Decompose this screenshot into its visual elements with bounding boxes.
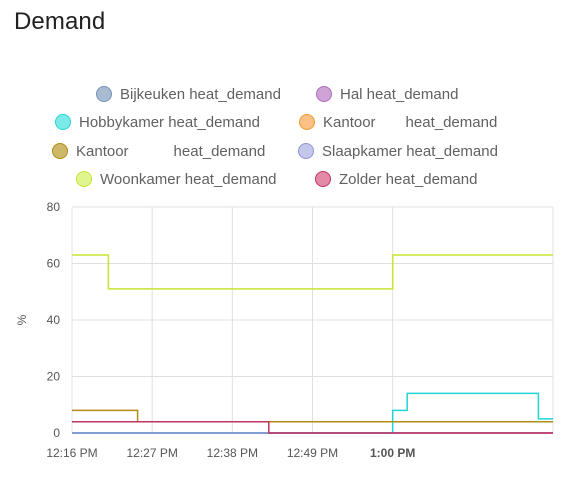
series-line (72, 254, 553, 290)
legend-label: Hobbykamer heat_demand (79, 113, 260, 131)
y-tick-label: 60 (47, 257, 61, 271)
card-title: Demand (14, 8, 106, 35)
legend-swatch-icon (96, 86, 112, 102)
x-tick-label: 12:38 PM (207, 446, 258, 460)
series-line (72, 409, 553, 423)
y-tick-label: 20 (47, 370, 61, 384)
legend-label: Woonkamer heat_demand (100, 170, 277, 188)
legend-swatch-icon (316, 86, 332, 102)
legend-item[interactable]: Woonkamer heat_demand (76, 167, 277, 191)
legend-swatch-icon (298, 143, 314, 159)
y-tick-label: 0 (53, 426, 60, 440)
y-axis-label: % (15, 314, 29, 325)
legend-item[interactable]: Hal heat_demand (316, 82, 458, 106)
legend-item[interactable]: Slaapkamer heat_demand (298, 139, 498, 163)
legend-label: Slaapkamer heat_demand (322, 142, 498, 160)
legend-label: Bijkeuken heat_demand (120, 85, 281, 103)
legend-label: Kantoor heat_demand (323, 113, 498, 131)
series-line (72, 420, 553, 434)
x-tick-label: 12:49 PM (287, 446, 338, 460)
x-tick-label: 12:16 PM (46, 446, 97, 460)
legend-item[interactable]: Zolder heat_demand (315, 167, 477, 191)
legend-label: Zolder heat_demand (339, 170, 478, 188)
legend-swatch-icon (52, 143, 68, 159)
y-tick-label: 40 (47, 313, 61, 327)
legend-swatch-icon (55, 114, 71, 130)
legend-swatch-icon (76, 171, 92, 187)
legend-item[interactable]: Kantoor heat_demand (52, 139, 265, 163)
legend-item[interactable]: Hobbykamer heat_demand (55, 110, 260, 134)
legend-label: Kantoor heat_demand (76, 142, 266, 160)
legend-item[interactable]: Kantoor heat_demand (299, 110, 497, 134)
legend-swatch-icon (299, 114, 315, 130)
legend-item[interactable]: Bijkeuken heat_demand (96, 82, 281, 106)
x-tick-label: 1:00 PM (370, 446, 415, 460)
series-line (72, 392, 553, 434)
x-tick-label: 12:27 PM (126, 446, 177, 460)
legend-label: Hal heat_demand (340, 85, 459, 103)
legend-swatch-icon (315, 171, 331, 187)
y-tick-label: 80 (47, 200, 61, 214)
